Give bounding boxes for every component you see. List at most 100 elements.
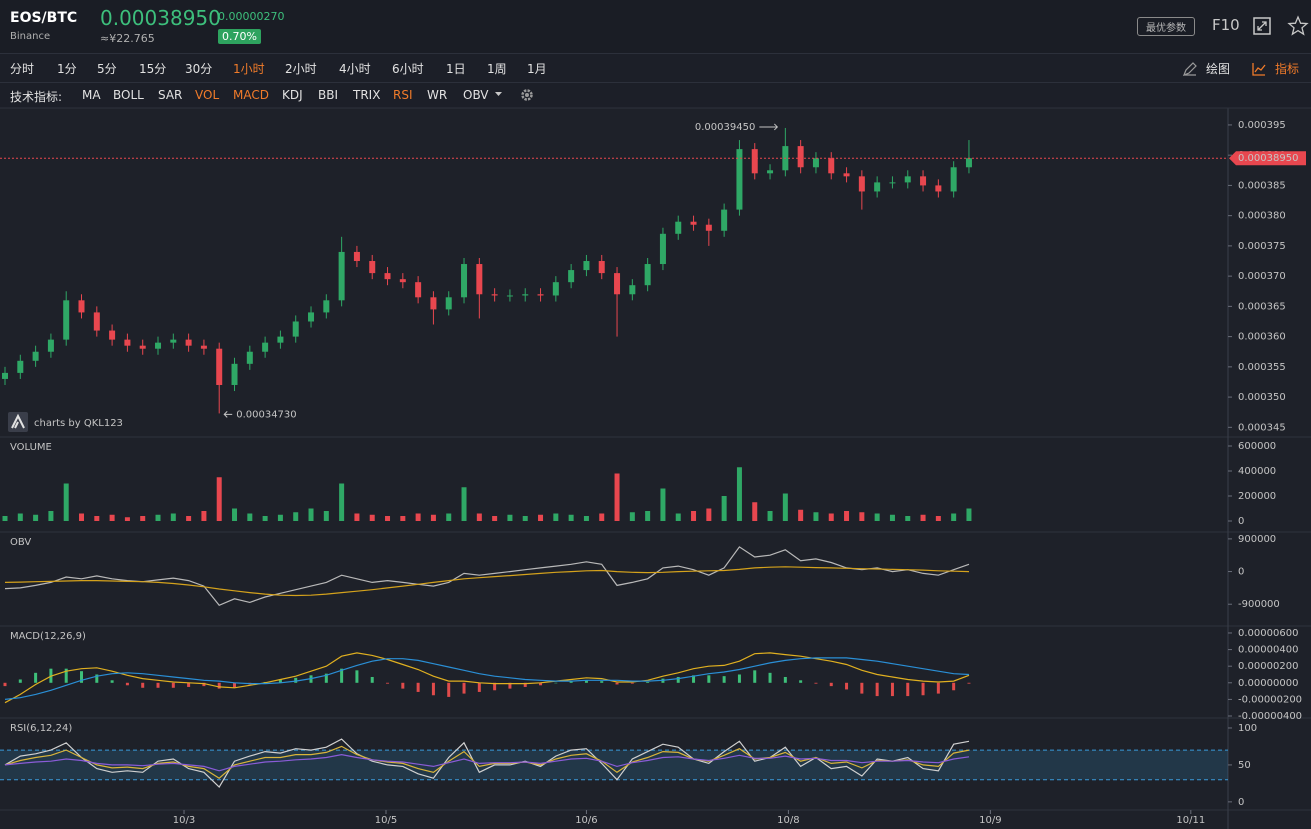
timeframe-button[interactable]: 4小时 <box>339 62 371 76</box>
candle-body <box>78 300 85 313</box>
macd-bar <box>523 682 527 687</box>
indicator-tab[interactable]: VOL <box>195 88 220 102</box>
timeframe-button[interactable]: 30分 <box>185 62 213 76</box>
volume-bar <box>186 516 192 521</box>
timeframe-button[interactable]: 1周 <box>487 62 507 76</box>
params-button[interactable]: 最优参数 <box>1137 17 1195 36</box>
indicator-tab[interactable]: TRIX <box>353 88 381 102</box>
dropdown-caret[interactable] <box>495 92 503 98</box>
indicator-tab[interactable]: MACD <box>233 88 269 102</box>
volume-bar <box>247 513 253 521</box>
indicator-tab[interactable]: RSI <box>393 88 413 102</box>
macd-bar <box>462 682 466 694</box>
macd-bar <box>952 682 956 691</box>
macd-bar <box>783 676 787 683</box>
candle-body <box>277 336 284 343</box>
settings-icon[interactable] <box>519 87 535 103</box>
timeframe-button[interactable]: 2小时 <box>285 62 317 76</box>
timeframe-button[interactable]: 1月 <box>527 62 547 76</box>
volume-bar <box>354 513 360 521</box>
timeframe-button[interactable]: 分时 <box>10 62 35 76</box>
candle-body <box>950 167 957 192</box>
macd-bar <box>890 682 894 697</box>
volume-bar <box>492 516 498 521</box>
macd-bar <box>416 682 420 692</box>
macd-bar <box>967 682 971 684</box>
volume-bar <box>17 513 23 521</box>
macd-bar <box>936 682 940 694</box>
volume-bar <box>48 511 54 521</box>
volume-bar <box>170 513 176 521</box>
last-price-label: 0.00038950 <box>1238 153 1298 164</box>
indicator-tab[interactable]: MA <box>82 88 101 102</box>
macd-bar <box>340 668 344 683</box>
volume-bar <box>645 511 651 521</box>
y-tick-label: 0.000380 <box>1238 211 1286 222</box>
y-tick-label: 0 <box>1238 567 1244 578</box>
volume-bar <box>828 513 834 521</box>
timeframe-button[interactable]: 5分 <box>97 62 117 76</box>
candle-body <box>629 285 636 295</box>
symbol: EOS/BTC <box>10 10 78 26</box>
candle-body <box>353 251 360 262</box>
indicator-button[interactable]: 指标 <box>1275 62 1300 76</box>
indicator-tab[interactable]: BBI <box>318 88 339 102</box>
series-line <box>4 753 970 772</box>
macd-bar <box>3 682 7 687</box>
volume-bar <box>583 516 589 521</box>
volume-bar <box>155 514 161 521</box>
x-tick-label: 10/9 <box>979 815 1001 826</box>
macd-bar <box>401 682 405 689</box>
macd-bar <box>722 676 726 683</box>
indicator-tab[interactable]: BOLL <box>113 88 144 102</box>
macd-bar <box>753 670 757 683</box>
macd-bar <box>233 682 237 688</box>
indicator-tab[interactable]: OBV <box>463 88 489 102</box>
series-line <box>4 657 970 700</box>
timeframe-button[interactable]: 1分 <box>57 62 77 76</box>
volume-bar <box>675 513 681 521</box>
x-tick-label: 10/6 <box>575 815 597 826</box>
volume-bar <box>813 512 819 521</box>
draw-button[interactable]: 绘图 <box>1206 62 1231 76</box>
macd-bar <box>187 682 191 687</box>
volume-bar <box>721 496 727 521</box>
candle-body <box>109 330 116 340</box>
f10-button[interactable]: F10 <box>1212 16 1240 34</box>
candle-body <box>614 273 621 295</box>
indicator-tab[interactable]: KDJ <box>282 88 303 102</box>
macd-bar <box>447 682 451 697</box>
fullscreen-icon[interactable] <box>1252 16 1272 36</box>
timeframe-button[interactable]: 1小时 <box>233 62 265 76</box>
timeframe-button[interactable]: 6小时 <box>392 62 424 76</box>
timeframe-button[interactable]: 1日 <box>446 62 466 76</box>
macd-bar <box>508 682 512 689</box>
macd-bar <box>64 668 68 683</box>
candle-body <box>338 251 345 301</box>
candle-body <box>17 360 24 373</box>
macd-bar <box>906 682 910 697</box>
star-icon[interactable] <box>1287 15 1309 37</box>
volume-bar <box>951 513 957 521</box>
candle-body <box>659 233 666 265</box>
series-line <box>4 738 970 789</box>
candle-body <box>369 261 376 274</box>
indicator-tab[interactable]: WR <box>427 88 448 102</box>
volume-bar <box>798 509 804 521</box>
indicator-tab[interactable]: SAR <box>158 88 183 102</box>
candle-body <box>522 294 529 296</box>
macd-bar <box>18 679 22 683</box>
macd-bar <box>431 682 435 696</box>
indicator-label: 技术指标: <box>10 90 63 104</box>
volume-bar <box>706 508 712 521</box>
volume-bar <box>109 514 115 521</box>
annotation-arrow <box>223 411 233 418</box>
last-price-tag <box>1229 151 1306 166</box>
candle-body <box>292 321 299 337</box>
timeframe-button[interactable]: 15分 <box>139 62 167 76</box>
candle-body <box>93 312 100 331</box>
candle-body <box>843 173 850 177</box>
candle-body <box>139 345 146 349</box>
volume-bar <box>920 514 926 521</box>
macd-bar <box>477 682 481 692</box>
